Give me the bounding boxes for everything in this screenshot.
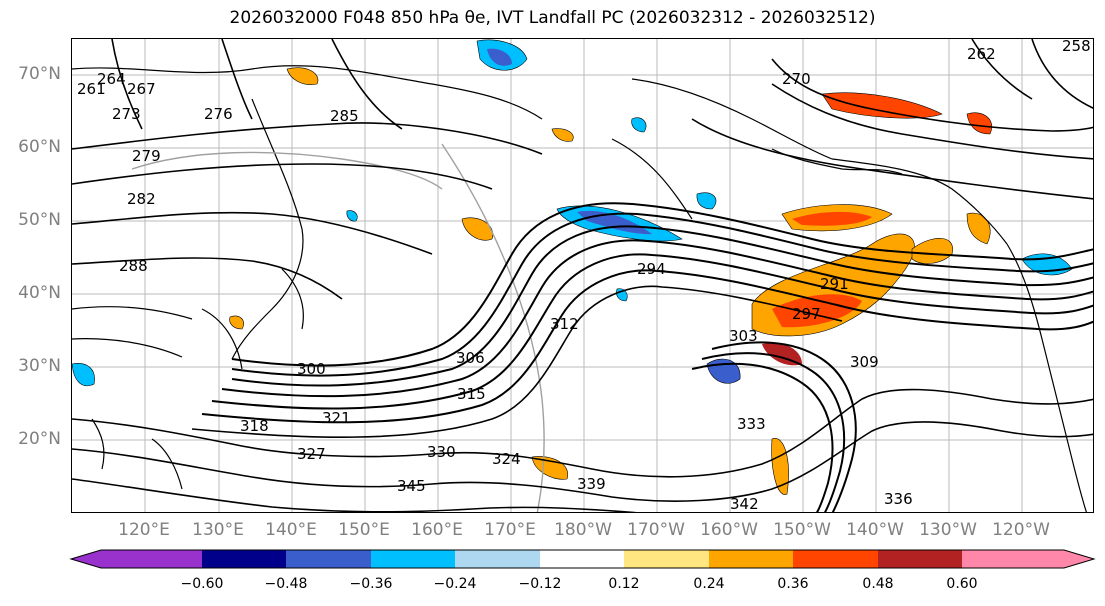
contour-label: 279 [132,147,161,165]
colorbar-segment [540,550,624,568]
lat-label: 30°N [18,356,61,376]
lon-label: 160°E [411,520,463,540]
contour-label: 306 [456,349,485,367]
colorbar-tick: 0.60 [946,576,978,592]
contour-label: 288 [119,257,148,275]
contour-label: 327 [297,445,326,463]
colorbar-outline [69,549,1096,569]
colorbar-tick: 0.12 [608,576,640,592]
projection-outline [441,143,545,512]
lon-label: 130°W [919,520,977,540]
colorbar-tick: 0.36 [777,576,809,592]
lon-label: 120°E [118,520,170,540]
contour-label: 315 [457,385,486,403]
lon-label: 180°W [554,520,612,540]
colorbar-segment [962,550,1094,568]
contour-label: 324 [492,450,521,468]
lat-label: 60°N [18,137,61,157]
colorbar [69,549,1096,569]
coastlines [72,65,1087,512]
contour-label: 330 [427,443,456,461]
lon-label: 120°W [992,520,1050,540]
contour-label: 270 [782,70,811,88]
lon-label: 160°W [700,520,758,540]
lat-label: 40°N [18,283,61,303]
colorbar-tick: −0.36 [349,576,393,592]
colorbar-segment [624,550,709,568]
lon-label: 170°E [484,520,536,540]
contour-label: 285 [330,107,359,125]
lon-label: 140°E [265,520,317,540]
contour-label: 333 [737,415,766,433]
colorbar-segment [878,550,962,568]
map-panel: 261 264 267 273 270 276 279 282 285 288 … [71,38,1094,513]
colorbar-segment [286,550,371,568]
lon-label: 170°W [627,520,685,540]
contour-label: 321 [322,409,351,427]
contour-label: 282 [127,190,156,208]
contour-label: 264 [97,70,126,88]
contour-label: 318 [240,417,269,435]
contour-label: 345 [397,477,426,495]
contour-label: 297 [792,305,821,323]
colorbar-tick: 0.48 [862,576,894,592]
contour-label: 267 [127,80,156,98]
contour-label: 342 [730,495,759,513]
contour-label: 261 [77,80,106,98]
colorbar-segment [709,550,793,568]
contour-label: 339 [577,475,606,493]
lat-label: 70°N [18,64,61,84]
contour-label: 262 [967,45,996,63]
map-canvas: 261 264 267 273 270 276 279 282 285 288 … [72,39,1093,513]
lon-label: 140°W [846,520,904,540]
contour-label: 303 [729,327,758,345]
contour-label: 309 [850,353,879,371]
colorbar-tick: −0.60 [180,576,224,592]
contour-label: 312 [550,315,579,333]
lon-label: 130°E [192,520,244,540]
map-title: 2026032000 F048 850 hPa θe, IVT Landfall… [229,8,876,28]
lon-label: 150°E [338,520,390,540]
contour-label: 294 [637,260,666,278]
colorbar-segment [71,550,202,568]
colorbar-tick: −0.48 [264,576,308,592]
lat-label: 20°N [18,429,61,449]
shading-positive [229,67,992,495]
contour-label: 336 [884,490,913,508]
contour-labels: 261 264 267 273 270 276 279 282 285 288 … [77,39,1091,513]
theta-e-contours [72,39,1093,512]
lat-label: 50°N [18,210,61,230]
colorbar-tick: −0.12 [518,576,562,592]
contour-label: 276 [204,105,233,123]
colorbar-segment [371,550,455,568]
colorbar-segment [202,550,286,568]
colorbar-tick: 0.24 [693,576,725,592]
colorbar-tick: −0.24 [433,576,477,592]
contour-label: 300 [297,360,326,378]
colorbar-segment [793,550,878,568]
contour-label: 273 [112,105,141,123]
lon-label: 150°W [773,520,831,540]
contour-label: 258 [1062,39,1091,55]
colorbar-segment [455,550,540,568]
contour-label: 291 [820,275,849,293]
